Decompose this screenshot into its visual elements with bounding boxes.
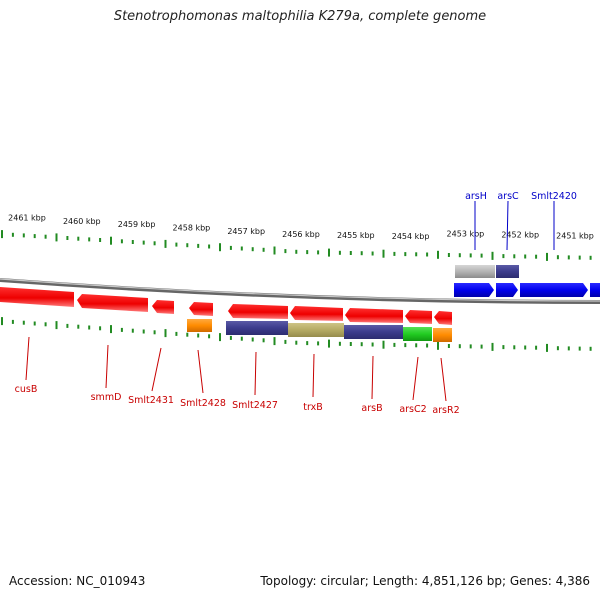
accession-text: Accession: NC_010943	[9, 574, 146, 588]
cusB-label[interactable]: cusB	[15, 384, 38, 395]
kbp-tick-label: 2456 kbp	[282, 230, 320, 239]
Smlt2420-label[interactable]: Smlt2420	[531, 191, 577, 202]
arsC-leader	[506, 200, 509, 251]
kbp-tick-label: 2460 kbp	[63, 217, 101, 226]
reverse-features	[187, 319, 452, 342]
kbp-tick-label: 2451 kbp	[556, 232, 594, 241]
smmD-label[interactable]: smmD	[91, 392, 122, 403]
arsH-label[interactable]: arsH	[465, 191, 487, 202]
arsC-label[interactable]: arsC	[497, 191, 519, 202]
reverse-genes	[0, 287, 452, 325]
kbp-tick-row-bottom	[1, 317, 592, 352]
trxB-gene[interactable]	[290, 306, 343, 321]
Smlt2420-gene[interactable]	[520, 283, 588, 297]
Smlt2431-leader	[151, 347, 162, 392]
arsC2-label[interactable]: arsC2	[399, 404, 426, 415]
arsH-feature[interactable]	[455, 265, 495, 278]
arsR2-feature[interactable]	[433, 328, 452, 342]
Smlt2428-feature[interactable]	[187, 319, 212, 332]
genome-backbone	[0, 278, 600, 304]
kbp-labels: 2461 kbp 2460 kbp 2459 kbp 2458 kbp 2457 kbp…	[8, 214, 594, 242]
arsR2-label[interactable]: arsR2	[432, 405, 459, 416]
map-title: Stenotrophomonas maltophilia K279a, comp…	[113, 9, 487, 24]
genome-backbone-highlight	[0, 278, 600, 302]
Smlt2431-gene[interactable]	[152, 300, 174, 314]
Smlt2427-gene[interactable]	[228, 304, 288, 319]
kbp-tick-label: 2457 kbp	[227, 227, 265, 236]
arsB-gene[interactable]	[345, 308, 403, 323]
cusB-leader	[25, 336, 30, 381]
kbp-tick-label: 2459 kbp	[118, 220, 156, 229]
kbp-tick-label: 2453 kbp	[447, 229, 485, 238]
trxB-leader	[312, 353, 315, 398]
Smlt2431-label[interactable]: Smlt2431	[128, 395, 174, 406]
Smlt2428-leader	[197, 349, 204, 394]
arsB-leader	[371, 355, 374, 400]
Smlt2428-label[interactable]: Smlt2428	[180, 398, 226, 409]
gene-labels: arsH arsC Smlt2420 cusB smmD Smlt2431 Sm…	[15, 191, 577, 416]
arsB-label[interactable]: arsB	[361, 403, 382, 414]
kbp-tick-label: 2454 kbp	[392, 232, 430, 241]
arsC-gene[interactable]	[496, 283, 518, 297]
arsH-gene[interactable]	[454, 283, 494, 297]
Smlt2427-label[interactable]: Smlt2427	[232, 400, 278, 411]
Smlt2427-feature[interactable]	[226, 321, 288, 335]
arsC2-gene[interactable]	[405, 310, 432, 324]
kbp-tick-label: 2458 kbp	[173, 224, 211, 233]
kbp-tick-label: 2452 kbp	[501, 230, 539, 239]
cusB-gene[interactable]	[0, 287, 74, 307]
arsC2-feature[interactable]	[403, 327, 432, 341]
arsR2-leader	[440, 357, 447, 402]
Smlt2428-gene[interactable]	[189, 302, 213, 316]
trxB-label[interactable]: trxB	[303, 402, 323, 413]
arsC-feature[interactable]	[496, 265, 519, 278]
trxB-feature[interactable]	[288, 323, 344, 337]
arsB-feature[interactable]	[344, 325, 403, 339]
arsC2-leader	[412, 356, 419, 401]
forward-genes	[454, 283, 600, 297]
kbp-tick-label: 2455 kbp	[337, 231, 375, 240]
kbp-tick-row-top	[1, 230, 592, 261]
smmD-leader	[105, 344, 109, 389]
kbp-tick-label: 2461 kbp	[8, 214, 46, 223]
next-gene-fragment[interactable]	[590, 283, 600, 297]
forward-features	[455, 265, 519, 278]
gene-label-leaders	[25, 200, 555, 402]
arsR2-gene[interactable]	[434, 311, 452, 325]
smmD-gene[interactable]	[77, 294, 148, 312]
genome-info-text: Topology: circular; Length: 4,851,126 bp…	[260, 574, 590, 588]
Smlt2427-leader	[254, 351, 257, 396]
